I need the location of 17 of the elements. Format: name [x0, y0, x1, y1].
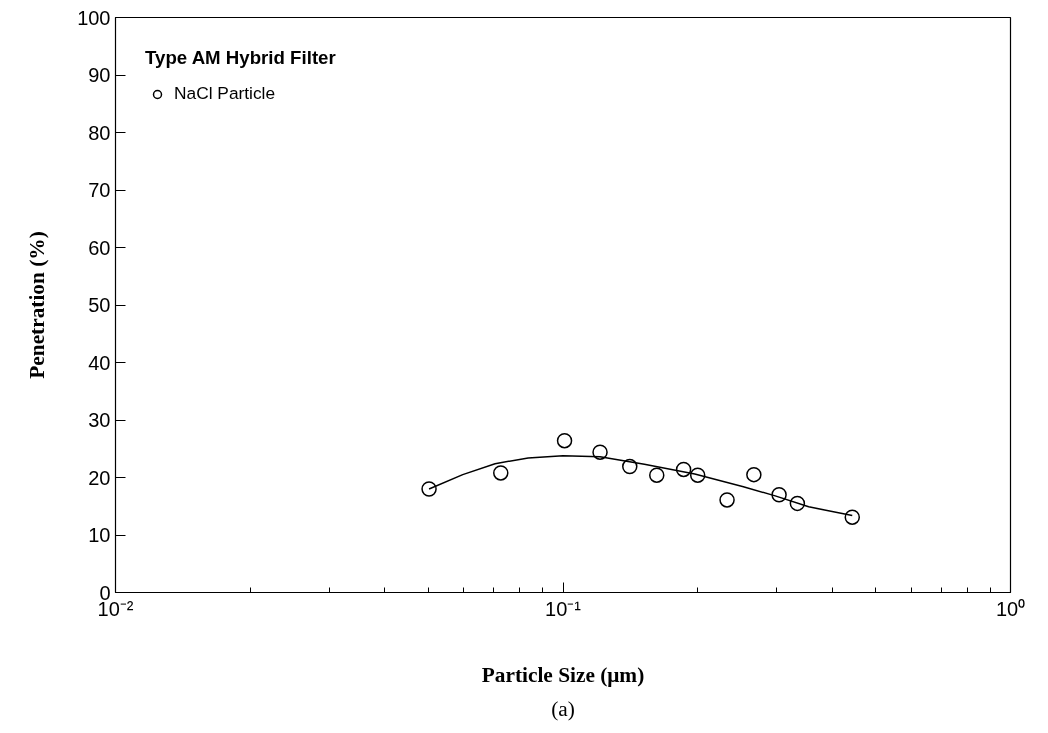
legend-label: NaCl Particle [174, 83, 276, 104]
text: (a) [551, 696, 575, 721]
x-axis-title: Particle Size (μm) [481, 662, 645, 687]
y-tick-label: 20 [88, 466, 111, 489]
x-tick-label: 10⁻¹ [545, 597, 582, 620]
y-tick-label: 80 [88, 121, 111, 144]
x-tick-label: 10⁰ [995, 597, 1026, 620]
y-tick-label: 40 [88, 351, 111, 374]
y-tick-label: 10 [88, 524, 111, 546]
y-tick-label: 100 [77, 6, 111, 29]
legend-title: Type AM Hybrid Filter [145, 47, 336, 69]
y-tick-label: 60 [88, 236, 111, 259]
y-tick-label: 90 [88, 64, 111, 86]
y-axis-title: Penetration (%) [25, 231, 50, 379]
y-tick-label: 70 [88, 179, 111, 201]
y-tick-label: 30 [88, 409, 111, 431]
y-tick-label: 50 [88, 294, 111, 316]
